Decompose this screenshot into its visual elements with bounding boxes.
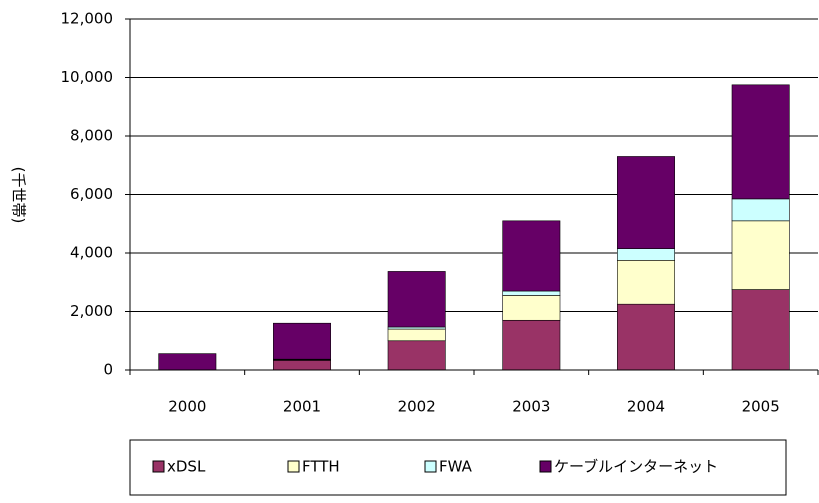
bar-segment [617,260,675,305]
y-tick-label: 4,000 [70,244,113,262]
bar-segment [502,290,561,296]
bar-segment [502,319,561,371]
x-tick-label: 2005 [742,398,780,416]
y-tick-label: 12,000 [61,10,114,28]
x-tick-label: 2003 [512,398,550,416]
bar-segment [273,322,331,360]
x-tick-label: 2004 [627,398,665,416]
legend-swatch [287,460,300,473]
legend-swatch [539,460,552,473]
legend-box [129,439,787,496]
bar-segment [387,271,446,328]
bar-segment [502,220,561,292]
y-tick-label: 0 [103,361,113,379]
bar-segment [731,84,790,200]
y-tick-label: 8,000 [70,127,113,145]
y-tick-label: 10,000 [61,68,114,86]
bar-segment [158,353,217,371]
bar-segment [617,248,675,261]
legend-swatch [424,460,437,473]
bar-segment [387,326,446,330]
legend-label: FWA [439,458,473,476]
legend-label: ケーブルインターネット [554,458,718,476]
legend-label: FTTH [302,458,340,476]
x-tick-label: 2001 [283,398,321,416]
legend-swatch [152,460,165,473]
x-tick-label: 2002 [398,398,436,416]
bar-segment [617,303,675,371]
bar-segment [731,220,790,290]
bar-segment [387,328,446,342]
x-tick-label: 2000 [168,398,206,416]
y-tick-label: 6,000 [70,185,113,203]
y-axis-label: (千世帯) [10,167,28,224]
bar-segment [387,340,446,371]
bar-segment [731,289,790,371]
legend-label: xDSL [167,458,206,476]
bar-segment [273,360,331,371]
bar-segment [617,156,675,249]
y-tick-label: 2,000 [70,302,113,320]
bar-segment [731,198,790,222]
bar-segment [502,295,561,321]
